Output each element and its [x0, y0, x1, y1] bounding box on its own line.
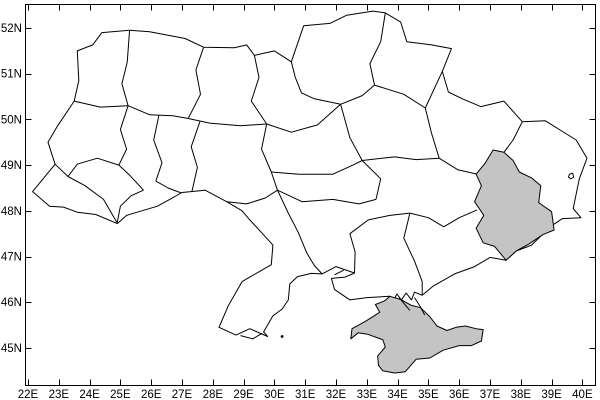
- coast-detail: [414, 297, 426, 316]
- oblast-border: [153, 115, 163, 182]
- coast-detail: [398, 297, 411, 311]
- oblast-border: [362, 156, 440, 161]
- y-tick-label: 46N: [1, 297, 22, 309]
- oblast-border: [187, 47, 205, 119]
- plot-border: [25, 4, 596, 386]
- oblast-border: [271, 160, 363, 175]
- y-tick-label: 50N: [1, 114, 22, 126]
- oblast-border: [118, 105, 129, 166]
- oblast-border: [349, 219, 369, 274]
- oblast-border: [443, 209, 478, 228]
- x-tick-label: 39E: [541, 389, 562, 400]
- x-tick-label: 22E: [18, 389, 39, 400]
- oblast-border: [188, 118, 267, 127]
- oblast-border: [67, 157, 120, 177]
- x-tick-label: 23E: [49, 389, 70, 400]
- oblast-border: [374, 84, 426, 109]
- coastline-details: [240, 172, 575, 340]
- x-tick-label: 29E: [233, 389, 254, 400]
- y-tick-label: 49N: [1, 160, 22, 172]
- oblast-border: [127, 105, 189, 119]
- oblast-border: [250, 55, 268, 125]
- y-tick-label: 48N: [1, 206, 22, 218]
- oblast-border: [403, 212, 423, 296]
- x-tick-label: 31E: [295, 389, 316, 400]
- small-territory-loop: [567, 172, 575, 180]
- y-tick-label: 52N: [1, 23, 22, 35]
- oblast-border: [277, 189, 323, 275]
- region-borders: [54, 12, 523, 296]
- shaded-region: [350, 295, 484, 374]
- oblast-border: [361, 160, 382, 200]
- oblast-border: [74, 100, 129, 108]
- oblast-border: [226, 189, 278, 205]
- oblast-border: [503, 121, 523, 153]
- axis-tick-labels: 22E 23E 24E 25E 26E 27E 28E 29E 30E 31E 32E 33E 34E 3…: [1, 23, 593, 400]
- y-tick-label: 47N: [1, 252, 22, 264]
- oblast-border: [116, 189, 144, 223]
- x-tick-label: 30E: [264, 389, 285, 400]
- oblast-border: [266, 103, 341, 133]
- coast-detail: [334, 269, 344, 276]
- oblast-border: [261, 123, 272, 173]
- oblast-border: [290, 61, 315, 100]
- oblast-border: [270, 171, 377, 205]
- oblast-border: [369, 12, 386, 86]
- oblast-border: [54, 163, 118, 224]
- x-tick-label: 33E: [357, 389, 378, 400]
- x-tick-label: 36E: [449, 389, 470, 400]
- oblast-border: [314, 84, 375, 105]
- oblast-border: [155, 180, 182, 194]
- axis-ticks: [25, 4, 596, 386]
- oblast-border: [340, 104, 363, 161]
- x-tick-label: 27E: [172, 389, 193, 400]
- x-tick-label: 25E: [110, 389, 131, 400]
- oblast-border: [118, 164, 144, 191]
- map-layer: [32, 10, 588, 374]
- x-tick-label: 32E: [326, 389, 347, 400]
- shaded-regions: [350, 149, 555, 374]
- y-tick-label: 51N: [1, 69, 22, 81]
- x-tick-label: 34E: [387, 389, 408, 400]
- x-tick-label: 28E: [203, 389, 224, 400]
- x-tick-label: 40E: [572, 389, 593, 400]
- oblast-border: [424, 107, 440, 159]
- x-tick-label: 38E: [511, 389, 532, 400]
- axis-box: [25, 4, 596, 386]
- y-tick-label: 45N: [1, 343, 22, 355]
- island-dot: [280, 335, 284, 338]
- shaded-region: [474, 149, 555, 261]
- oblast-border: [121, 30, 131, 106]
- oblast-border: [190, 121, 201, 192]
- x-tick-label: 26E: [141, 389, 162, 400]
- x-tick-label: 37E: [480, 389, 501, 400]
- oblast-border: [424, 71, 443, 109]
- x-tick-label: 35E: [418, 389, 439, 400]
- coast-detail: [240, 332, 263, 340]
- x-tick-label: 24E: [79, 389, 100, 400]
